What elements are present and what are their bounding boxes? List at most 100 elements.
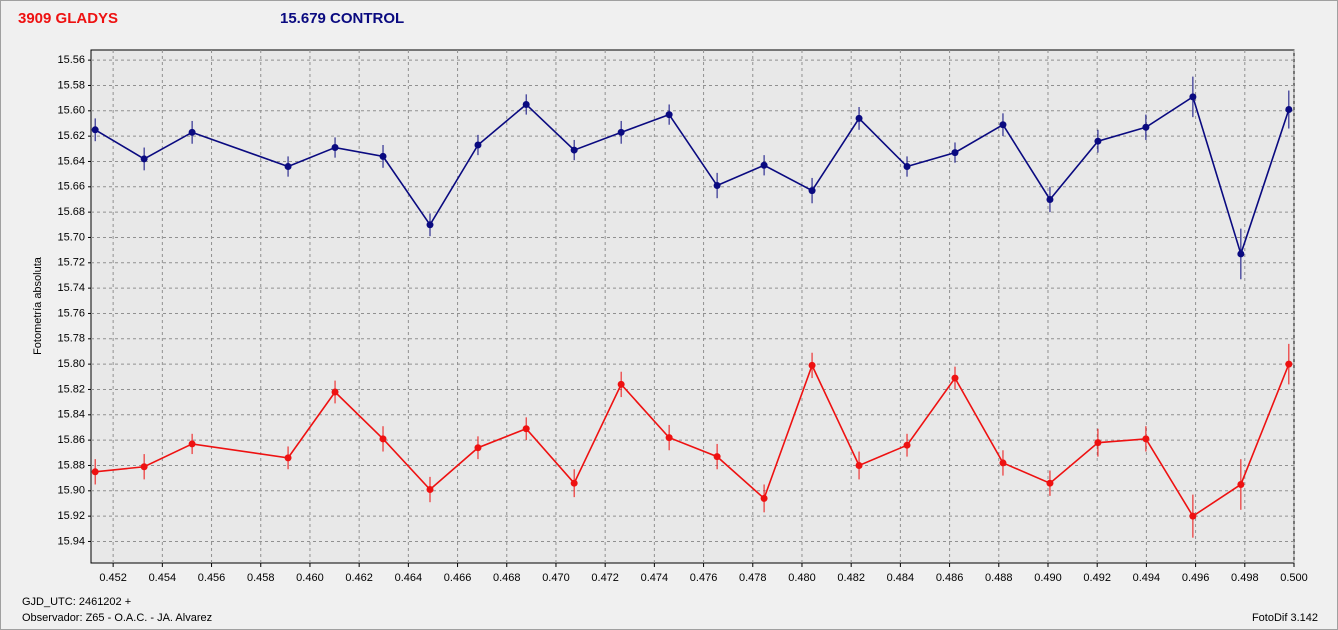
data-point xyxy=(1237,250,1245,258)
y-tick-label: 15.82 xyxy=(57,383,85,395)
x-tick-label: 0.470 xyxy=(542,572,570,584)
data-point xyxy=(522,425,530,433)
data-point xyxy=(665,111,673,119)
y-tick-label: 15.68 xyxy=(57,206,85,218)
y-tick-label: 15.56 xyxy=(57,54,85,66)
data-point xyxy=(1046,195,1054,203)
data-point xyxy=(1046,479,1054,487)
y-tick-label: 15.62 xyxy=(57,130,85,142)
data-point xyxy=(379,435,387,443)
x-tick-label: 0.456 xyxy=(198,572,226,584)
plot-area xyxy=(90,49,1295,564)
y-tick-label: 15.94 xyxy=(57,535,85,547)
x-tick-label: 0.478 xyxy=(739,572,767,584)
data-point xyxy=(760,494,768,502)
data-point xyxy=(855,461,863,469)
x-tick-label: 0.490 xyxy=(1034,572,1062,584)
data-point xyxy=(474,444,482,452)
x-tick-label: 0.464 xyxy=(395,572,423,584)
x-tick-label: 0.482 xyxy=(837,572,865,584)
data-point xyxy=(1237,480,1245,488)
x-tick-label: 0.460 xyxy=(296,572,324,584)
data-point xyxy=(951,374,959,382)
data-point xyxy=(1189,512,1197,520)
data-point xyxy=(855,114,863,122)
data-point xyxy=(331,388,339,396)
y-axis-label: Fotometría absoluta xyxy=(32,256,44,355)
data-point xyxy=(1285,106,1293,114)
data-point xyxy=(91,126,99,134)
x-tick-label: 0.486 xyxy=(936,572,964,584)
data-point xyxy=(284,454,292,462)
x-tick-label: 0.480 xyxy=(788,572,816,584)
x-tick-label: 0.476 xyxy=(690,572,718,584)
x-tick-label: 0.466 xyxy=(444,572,472,584)
data-point xyxy=(426,221,434,229)
x-axis-label: GJD_UTC: 2461202 + xyxy=(22,596,131,608)
x-tick-label: 0.452 xyxy=(99,572,127,584)
y-tick-label: 15.60 xyxy=(57,105,85,117)
data-point xyxy=(713,453,721,461)
y-tick-label: 15.88 xyxy=(57,459,85,471)
y-tick-label: 15.74 xyxy=(57,282,85,294)
x-tick-label: 0.500 xyxy=(1280,572,1308,584)
data-point xyxy=(1142,123,1150,131)
data-point xyxy=(760,161,768,169)
data-point xyxy=(140,155,148,163)
x-tick-label: 0.468 xyxy=(493,572,521,584)
y-tick-label: 15.86 xyxy=(57,434,85,446)
x-tick-label: 0.458 xyxy=(247,572,275,584)
data-point xyxy=(1142,435,1150,443)
data-point xyxy=(713,182,721,190)
y-tick-label: 15.84 xyxy=(57,409,85,421)
data-point xyxy=(665,434,673,442)
data-point xyxy=(426,486,434,494)
data-point xyxy=(808,361,816,369)
data-point xyxy=(570,146,578,154)
data-point xyxy=(1189,93,1197,101)
x-tick-label: 0.484 xyxy=(887,572,915,584)
data-point xyxy=(999,459,1007,467)
data-point xyxy=(522,100,530,108)
data-point xyxy=(617,380,625,388)
software: FotoDif 3.142 xyxy=(1252,612,1318,624)
data-point xyxy=(951,149,959,157)
series-label: 3909 GLADYS xyxy=(18,10,118,27)
data-point xyxy=(903,163,911,171)
y-tick-label: 15.66 xyxy=(57,181,85,193)
y-tick-label: 15.76 xyxy=(57,307,85,319)
data-point xyxy=(474,141,482,149)
y-tick-label: 15.58 xyxy=(57,79,85,91)
x-tick-label: 0.462 xyxy=(345,572,373,584)
y-tick-label: 15.70 xyxy=(57,231,85,243)
data-point xyxy=(379,152,387,160)
series-label: 15.679 CONTROL xyxy=(280,10,404,27)
observer: Observador: Z65 - O.A.C. - JA. Alvarez xyxy=(22,612,212,624)
data-point xyxy=(1285,360,1293,368)
data-point xyxy=(188,128,196,136)
x-tick-label: 0.494 xyxy=(1133,572,1161,584)
data-point xyxy=(808,187,816,195)
x-tick-label: 0.496 xyxy=(1182,572,1210,584)
data-point xyxy=(1094,137,1102,145)
data-point xyxy=(284,163,292,171)
x-tick-label: 0.492 xyxy=(1083,572,1111,584)
data-point xyxy=(331,144,339,152)
data-point xyxy=(1094,439,1102,447)
data-point xyxy=(188,440,196,448)
data-point xyxy=(140,463,148,471)
y-tick-label: 15.92 xyxy=(57,510,85,522)
x-tick-label: 0.498 xyxy=(1231,572,1259,584)
x-tick-label: 0.454 xyxy=(149,572,177,584)
data-point xyxy=(570,479,578,487)
x-tick-label: 0.472 xyxy=(591,572,619,584)
y-tick-label: 15.78 xyxy=(57,333,85,345)
y-tick-label: 15.90 xyxy=(57,485,85,497)
data-point xyxy=(903,441,911,449)
x-tick-label: 0.488 xyxy=(985,572,1013,584)
x-tick-label: 0.474 xyxy=(641,572,669,584)
data-point xyxy=(999,121,1007,129)
y-tick-label: 15.80 xyxy=(57,358,85,370)
